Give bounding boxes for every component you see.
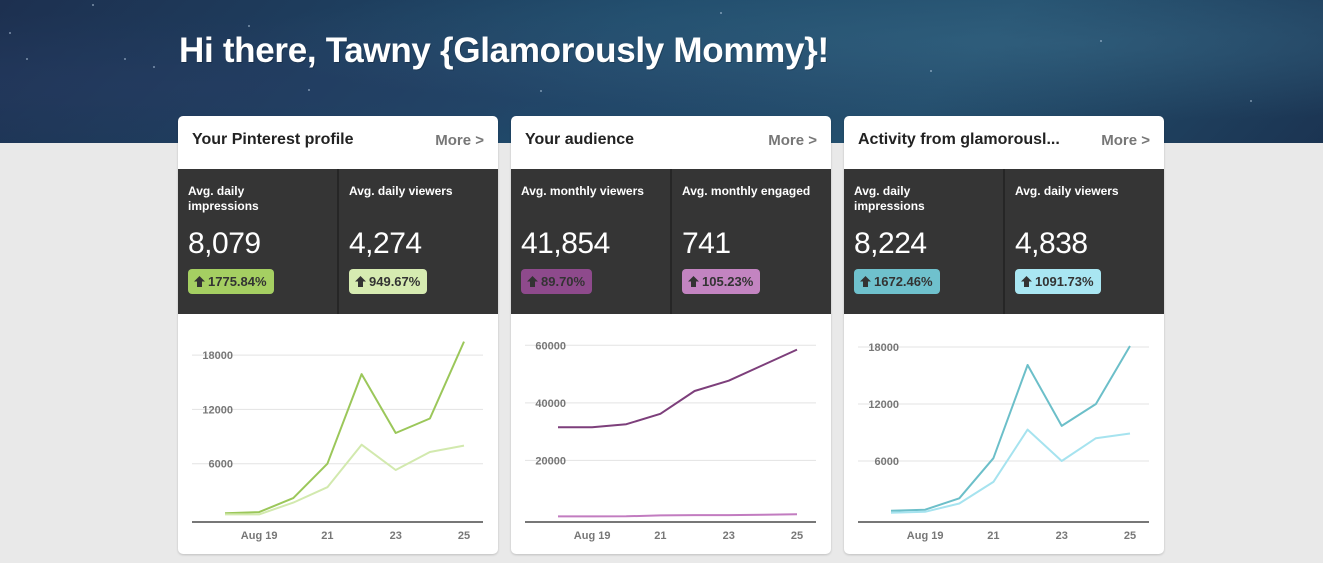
stat-label: Avg. daily impressions [188,184,259,213]
change-value: 1672.46% [874,274,933,289]
arrow-up-icon [1021,276,1032,287]
stat-label: Avg. daily viewers [349,184,453,198]
change-badge: 105.23% [682,269,761,294]
card-title: Your Pinterest profile [192,131,354,148]
stats-panel: Avg. daily impressions 8,224 1672.46% Av… [844,169,1164,314]
series-line-1 [224,341,465,515]
y-tick-label: 12000 [202,404,233,416]
change-badge: 1672.46% [854,269,940,294]
y-tick-label: 6000 [875,456,899,468]
stat-label: Avg. monthly engaged [682,184,811,198]
line-chart: 6000 12000 18000 Aug 19 21 23 25 [844,314,1164,554]
card-your-audience: Your audience More > Avg. monthly viewer… [511,116,831,554]
change-value: 89.70% [541,274,586,289]
y-tick-label: 18000 [202,350,233,362]
more-link[interactable]: More > [1101,132,1150,149]
stat-avg-monthly-viewers: Avg. monthly viewers 41,854 89.70% [511,169,670,314]
series-line-2 [890,428,1131,514]
y-tick-label: 6000 [209,459,233,471]
stat-value: 4,838 [1015,227,1088,260]
y-tick-label: 60000 [535,340,566,352]
stat-avg-daily-viewers: Avg. daily viewers 4,838 1091.73% [1003,169,1164,314]
x-tick-label: 25 [791,530,803,542]
y-tick-label: 20000 [535,455,566,467]
more-link[interactable]: More > [435,132,484,149]
arrow-up-icon [860,276,871,287]
change-value: 1775.84% [208,274,267,289]
stat-label: Avg. daily viewers [1015,184,1119,198]
series-line-1 [890,345,1131,512]
arrow-up-icon [688,276,699,287]
card-title: Activity from glamorousl... [858,131,1060,148]
change-badge: 1091.73% [1015,269,1101,294]
chart-svg: 6000 12000 18000 Aug 19 21 23 25 [192,341,483,542]
stat-value: 4,274 [349,227,422,260]
y-tick-label: 12000 [868,399,899,411]
card-activity: Activity from glamorousl... More > Avg. … [844,116,1164,554]
x-tick-label: 25 [458,530,470,542]
stat-value: 741 [682,227,731,260]
change-badge: 949.67% [349,269,428,294]
card-title: Your audience [525,131,635,148]
card-pinterest-profile: Your Pinterest profile More > Avg. daily… [178,116,498,554]
x-tick-label: 21 [987,530,999,542]
line-chart: 20000 40000 60000 Aug 19 21 23 25 [511,314,831,554]
x-tick-label: 23 [390,530,402,542]
stat-value: 8,224 [854,227,927,260]
stat-avg-daily-viewers: Avg. daily viewers 4,274 949.67% [337,169,498,314]
stat-label: Avg. daily impressions [854,184,925,213]
stat-label: Avg. monthly viewers [521,184,644,198]
arrow-up-icon [355,276,366,287]
change-badge: 1775.84% [188,269,274,294]
change-value: 105.23% [702,274,754,289]
x-tick-label: Aug 19 [574,530,611,542]
stat-value: 8,079 [188,227,261,260]
stat-avg-daily-impressions: Avg. daily impressions 8,079 1775.84% [178,169,337,314]
x-tick-label: 23 [1056,530,1068,542]
stats-panel: Avg. monthly viewers 41,854 89.70% Avg. … [511,169,831,314]
stat-avg-daily-impressions: Avg. daily impressions 8,224 1672.46% [844,169,1003,314]
x-tick-label: 23 [723,530,735,542]
stat-avg-monthly-engaged: Avg. monthly engaged 741 105.23% [670,169,831,314]
change-value: 1091.73% [1035,274,1094,289]
y-tick-label: 40000 [535,398,566,410]
card-header: Activity from glamorousl... More > [844,116,1164,169]
x-tick-label: 21 [654,530,666,542]
card-header: Your Pinterest profile More > [178,116,498,169]
series-line-2 [558,513,798,518]
stats-panel: Avg. daily impressions 8,079 1775.84% Av… [178,169,498,314]
card-header: Your audience More > [511,116,831,169]
chart-svg: 20000 40000 60000 Aug 19 21 23 25 [525,340,816,542]
x-tick-label: Aug 19 [241,530,278,542]
change-value: 949.67% [369,274,421,289]
more-link[interactable]: More > [768,132,817,149]
greeting-title: Hi there, Tawny {Glamorously Mommy}! [179,31,829,70]
arrow-up-icon [527,276,538,287]
x-tick-label: 25 [1124,530,1136,542]
chart-svg: 6000 12000 18000 Aug 19 21 23 25 [858,342,1149,542]
arrow-up-icon [194,276,205,287]
x-tick-label: 21 [321,530,333,542]
x-tick-label: Aug 19 [907,530,944,542]
y-tick-label: 18000 [868,342,899,354]
series-line-2 [225,443,465,516]
line-chart: 6000 12000 18000 Aug 19 21 23 25 [178,314,498,554]
change-badge: 89.70% [521,269,593,294]
stat-value: 41,854 [521,227,610,260]
series-line-1 [558,348,798,429]
